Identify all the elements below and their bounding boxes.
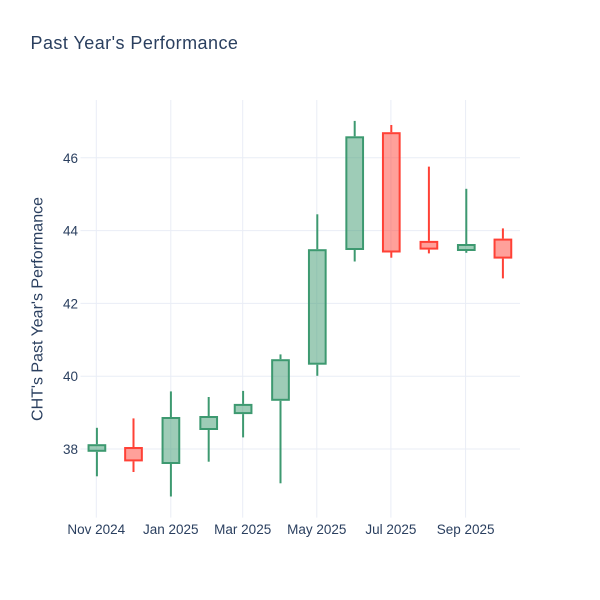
- svg-text:Mar 2025: Mar 2025: [214, 522, 271, 537]
- svg-text:Sep 2025: Sep 2025: [437, 522, 495, 537]
- svg-text:May 2025: May 2025: [287, 522, 346, 537]
- svg-text:Jan 2025: Jan 2025: [143, 522, 199, 537]
- svg-text:Past Year's Performance: Past Year's Performance: [31, 33, 239, 53]
- svg-text:42: 42: [63, 296, 78, 311]
- svg-text:44: 44: [63, 224, 79, 239]
- svg-text:Nov 2024: Nov 2024: [67, 522, 125, 537]
- svg-text:40: 40: [63, 369, 78, 384]
- svg-text:Jul 2025: Jul 2025: [365, 522, 416, 537]
- svg-text:CHT's Past Year's Performance: CHT's Past Year's Performance: [30, 197, 47, 421]
- svg-text:46: 46: [63, 151, 78, 166]
- svg-text:38: 38: [63, 442, 78, 457]
